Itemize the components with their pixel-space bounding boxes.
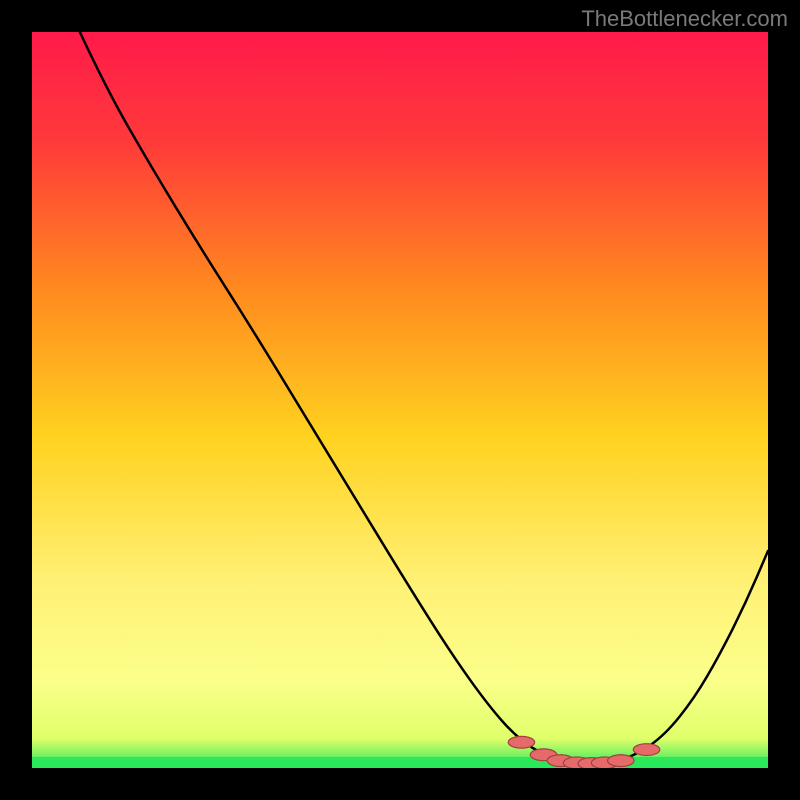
chart-canvas	[0, 0, 800, 800]
curve-marker	[508, 736, 534, 748]
plot-gradient	[32, 32, 768, 768]
green-band	[32, 757, 768, 768]
curve-marker	[633, 744, 659, 756]
chart-container: TheBottlenecker.com	[0, 0, 800, 800]
curve-marker	[608, 755, 634, 767]
